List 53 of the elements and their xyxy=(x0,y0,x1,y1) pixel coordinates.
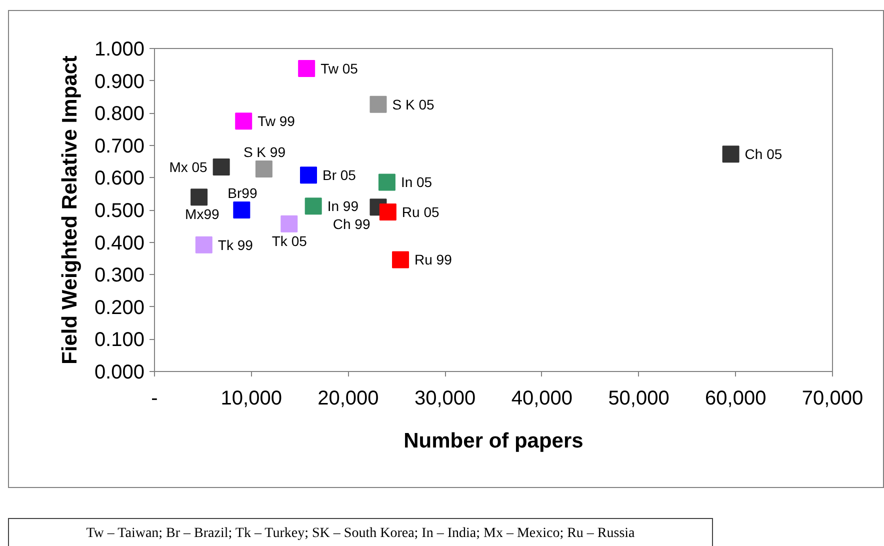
series-label: In 05 xyxy=(400,174,432,190)
series-label: Br99 xyxy=(228,185,258,201)
x-tick-label: 20,000 xyxy=(318,388,379,410)
x-tick-label: 40,000 xyxy=(511,388,573,410)
y-tick-label: 0.800 xyxy=(94,103,145,126)
series-label: S K 05 xyxy=(392,96,434,112)
series-label: Ru 05 xyxy=(402,204,440,220)
point xyxy=(379,203,396,220)
y-tick-label: 0.600 xyxy=(94,168,145,190)
y-tick-label: 0.700 xyxy=(94,135,145,158)
series-label: Mx 05 xyxy=(169,159,208,176)
y-tick-label: 1.000 xyxy=(94,38,145,60)
x-axis-title: Number of papers xyxy=(404,430,584,452)
y-tick-label: 0.500 xyxy=(94,200,145,222)
series-label: Tk 05 xyxy=(272,232,308,249)
point xyxy=(212,158,230,176)
point xyxy=(392,251,410,268)
y-tick-label: 0.300 xyxy=(94,264,145,287)
y-tick-label: 0.400 xyxy=(94,232,145,254)
point xyxy=(378,174,396,191)
series-label: Ru 99 xyxy=(414,252,452,268)
x-tick-label: - xyxy=(151,388,158,410)
series-label: Tw 99 xyxy=(258,113,296,130)
text: Tw – Taiwan; Br – Brazil; Tk – Turkey; SK – South Korea; In – India; Mx – Mexico; Ru – Russia xyxy=(86,525,635,543)
point xyxy=(370,96,387,113)
point xyxy=(298,60,316,78)
y-axis-title: Field Weighted Relative Impact xyxy=(58,56,82,364)
point xyxy=(300,166,318,184)
series-label: In 99 xyxy=(327,198,359,214)
series-label: Ch 99 xyxy=(332,216,370,232)
series-label: Tw 05 xyxy=(320,60,358,77)
series-label: Ch 05 xyxy=(744,146,782,162)
point xyxy=(304,198,322,215)
x-tick-label: 70,000 xyxy=(802,388,864,410)
point xyxy=(722,146,740,163)
point xyxy=(235,112,252,130)
point xyxy=(233,202,250,218)
y-tick-label: 0.900 xyxy=(94,70,145,93)
point xyxy=(280,215,298,232)
series-label: Mx99 xyxy=(185,206,220,222)
point xyxy=(255,160,272,178)
point xyxy=(190,188,208,206)
x-tick-label: 30,000 xyxy=(414,388,476,410)
x-tick-label: 60,000 xyxy=(705,388,766,410)
series-label: S K 99 xyxy=(243,144,286,160)
series-label: Br 05 xyxy=(322,167,356,184)
y-tick-label: 0.000 xyxy=(94,362,145,384)
y-tick-label: 0.100 xyxy=(94,329,145,352)
x-tick-label: 10,000 xyxy=(220,388,282,410)
x-tick-label: 50,000 xyxy=(608,388,670,410)
series-label: Tk 99 xyxy=(218,236,254,253)
point xyxy=(195,236,212,254)
y-tick-label: 0.200 xyxy=(94,296,145,319)
